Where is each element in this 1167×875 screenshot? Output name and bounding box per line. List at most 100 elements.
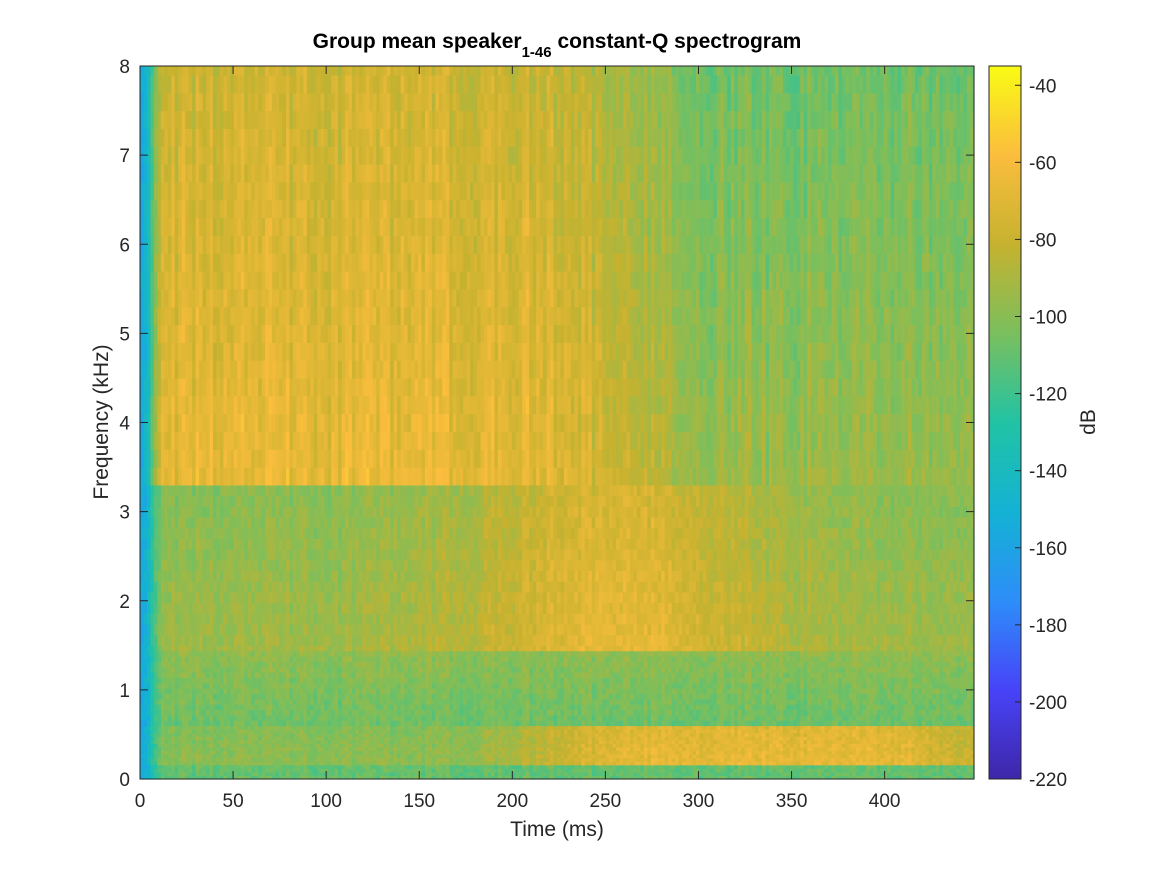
heatmap-cell (188, 677, 193, 684)
heatmap-cell (376, 581, 381, 593)
heatmap-cell (365, 677, 370, 684)
heatmap-cell (292, 559, 297, 572)
heatmap-cell (174, 146, 179, 165)
heatmap-cell (341, 581, 346, 593)
heatmap-cell (171, 342, 176, 361)
heatmap-cell (230, 506, 235, 518)
heatmap-cell (164, 581, 169, 593)
heatmap-cell (376, 661, 381, 668)
heatmap-cell (282, 720, 287, 727)
heatmap-cell (275, 449, 280, 468)
heatmap-cell (379, 431, 384, 450)
heatmap-cell (195, 736, 200, 741)
heatmap-cell (334, 270, 339, 290)
heatmap-cell (313, 306, 318, 326)
heatmap-cell (258, 413, 263, 433)
heatmap-cell (338, 288, 343, 308)
heatmap-cell (192, 253, 197, 272)
heatmap-cell (268, 324, 273, 343)
heatmap-cell (383, 698, 388, 705)
heatmap-cell (216, 736, 221, 741)
heatmap-cell (383, 581, 388, 593)
heatmap-cell (233, 377, 238, 397)
heatmap-cell (275, 527, 280, 539)
heatmap-cell (355, 739, 360, 744)
heatmap-cell (317, 164, 322, 183)
heatmap-cell (219, 709, 225, 716)
heatmap-cell (216, 164, 221, 183)
heatmap-cell (268, 431, 273, 450)
heatmap-cell (383, 199, 388, 219)
heatmap-cell (369, 66, 374, 76)
heatmap-cell (258, 634, 263, 646)
heatmap-cell (157, 306, 162, 326)
heatmap-cell (261, 750, 266, 755)
heatmap-cell (247, 775, 252, 780)
heatmap-cell (324, 613, 329, 625)
heatmap-cell (296, 672, 301, 678)
heatmap-cell (150, 698, 155, 705)
heatmap-cell (140, 666, 145, 673)
heatmap-cell (150, 306, 155, 326)
heatmap-cell (351, 527, 357, 539)
heatmap-cell (299, 650, 304, 657)
heatmap-cell (365, 306, 370, 326)
heatmap-cell (379, 771, 384, 777)
heatmap-cell (285, 467, 291, 486)
heatmap-cell (279, 506, 284, 518)
heatmap-cell (153, 709, 158, 716)
heatmap-cell (171, 656, 176, 662)
heatmap-cell (171, 527, 176, 539)
heatmap-cell (219, 253, 225, 272)
heatmap-cell (310, 677, 315, 684)
heatmap-cell (296, 725, 301, 730)
heatmap-cell (303, 709, 308, 716)
heatmap-cell (355, 377, 360, 397)
heatmap-cell (303, 677, 308, 684)
heatmap-cell (348, 495, 353, 507)
heatmap-cell (188, 146, 193, 165)
heatmap-cell (178, 656, 183, 662)
heatmap-cell (254, 764, 259, 769)
heatmap-cell (313, 645, 318, 652)
heatmap-cell (209, 693, 214, 700)
heatmap-cell (150, 672, 155, 678)
heatmap-cell (372, 768, 377, 773)
heatmap-cell (212, 698, 218, 705)
heatmap-cell (244, 413, 249, 433)
heatmap-cell (233, 693, 238, 700)
heatmap-cell (244, 743, 249, 748)
heatmap-cell (157, 527, 162, 539)
heatmap-cell (223, 729, 228, 734)
heatmap-cell (317, 729, 322, 734)
heatmap-cell (268, 66, 273, 76)
heatmap-cell (192, 199, 197, 219)
heatmap-cell (355, 549, 360, 561)
heatmap-cell (268, 775, 273, 780)
heatmap-cell (247, 128, 252, 147)
heatmap-cell (153, 764, 158, 769)
heatmap-cell (282, 613, 287, 625)
heatmap-cell (386, 484, 391, 497)
heatmap-cell (279, 270, 284, 290)
heatmap-cell (303, 720, 308, 727)
heatmap-cell (237, 288, 242, 308)
heatmap-cell (272, 591, 277, 604)
heatmap-cell (345, 645, 350, 652)
heatmap-cell (334, 467, 339, 486)
heatmap-cell (386, 746, 391, 752)
heatmap-cell (320, 146, 325, 165)
heatmap-cell (292, 732, 297, 737)
heatmap-cell (327, 761, 332, 766)
heatmap-cell (379, 360, 384, 379)
heatmap-cell (212, 495, 218, 507)
heatmap-cell (226, 688, 231, 695)
heatmap-cell (272, 623, 277, 636)
heatmap-cell (289, 270, 294, 290)
heatmap-cell (327, 527, 332, 539)
heatmap-cell (140, 709, 145, 716)
heatmap-cell (299, 746, 304, 752)
heatmap-cell (279, 559, 284, 572)
heatmap-cell (320, 698, 325, 705)
heatmap-cell (209, 709, 214, 716)
